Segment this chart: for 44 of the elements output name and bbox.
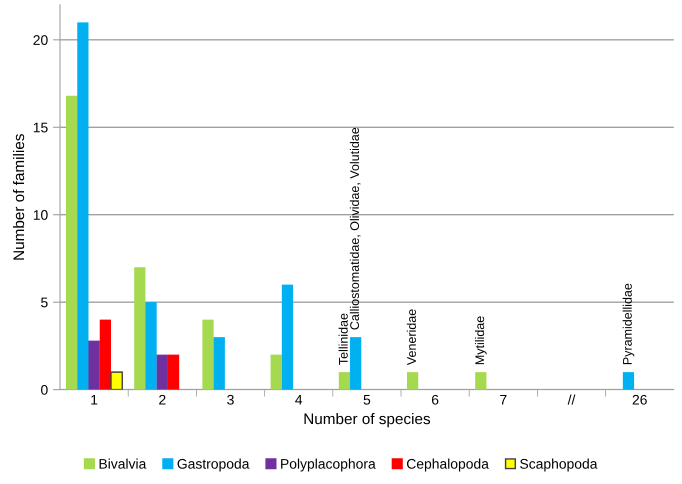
bar: [110, 371, 123, 390]
y-tick-label: 15: [34, 122, 48, 132]
legend-label: Cephalopoda: [406, 458, 489, 472]
y-axis-title: Number of families: [12, 134, 24, 260]
y-tick-label: 5: [41, 298, 48, 308]
x-tick-label: 4: [295, 394, 302, 405]
bar: [88, 340, 100, 390]
x-tick-label: 3: [227, 394, 234, 405]
bar: [100, 320, 111, 390]
legend-label: Gastropoda: [178, 458, 250, 472]
bar: [338, 372, 350, 390]
bar: [622, 372, 634, 390]
annotation: Veneridae: [406, 309, 416, 366]
y-tick-label: 0: [41, 384, 48, 395]
bar: [475, 372, 486, 390]
x-tick-label: 7: [500, 394, 506, 405]
x-tick-label: 5: [364, 394, 370, 405]
bar: [134, 267, 146, 390]
annotation: Calliostomatidae, Olividae, Volutidae: [350, 128, 360, 330]
bar: [350, 337, 362, 390]
bar: [282, 284, 294, 390]
x-tick-label: 2: [159, 394, 166, 405]
bar: [406, 372, 418, 390]
bar: [168, 354, 180, 390]
legend-label: Polyplacophora: [281, 458, 376, 472]
x-axis-title: Number of species: [304, 412, 430, 428]
bar: [270, 354, 282, 390]
bar: [202, 320, 214, 390]
bar: [66, 96, 78, 390]
x-tick-label: //: [568, 394, 576, 405]
annotation: Tellinidae: [338, 314, 348, 365]
annotation: Mytilidae: [474, 316, 487, 364]
x-tick-label: 1: [91, 394, 98, 405]
bar: [77, 22, 88, 390]
bar: [156, 354, 168, 390]
bar: [214, 337, 225, 390]
legend-label: Scaphopoda: [520, 458, 598, 472]
y-tick-label: 20: [33, 35, 48, 45]
legend-label: Bivalvia: [100, 458, 146, 469]
x-tick-label: 26: [632, 394, 647, 405]
x-tick-label: 6: [432, 394, 438, 405]
annotation: Pyramidellidae: [622, 284, 634, 364]
y-tick-label: 10: [34, 210, 48, 220]
bar: [145, 302, 157, 390]
